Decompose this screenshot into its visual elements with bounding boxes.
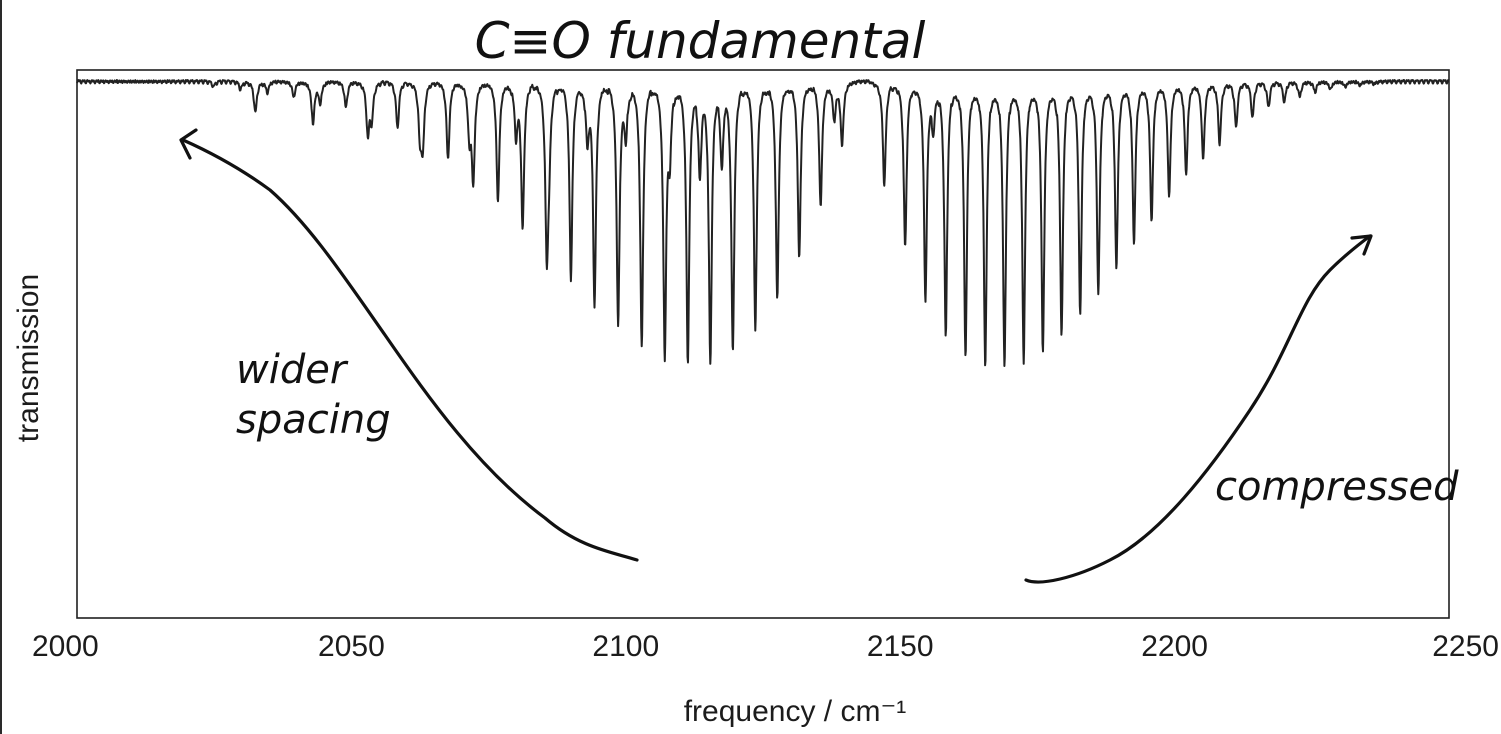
- x-tick-2150: 2150: [867, 630, 934, 663]
- x-tick-labels: 2000 2050 2100 2150 2200 2250: [32, 630, 1499, 663]
- arrow-compressed-curve: [1024, 234, 1372, 584]
- chart-title: C≡O fundamental: [475, 12, 926, 70]
- x-tick-2100: 2100: [592, 630, 659, 663]
- x-tick-2200: 2200: [1141, 630, 1208, 663]
- absorption-lines: [214, 83, 1375, 366]
- arrow-wider-head: [179, 128, 198, 160]
- arrow-compressed-head: [1350, 234, 1373, 256]
- annotation-wider-line1: wider: [236, 347, 349, 393]
- transmission-trace: [76, 79, 1450, 367]
- x-tick-2250: 2250: [1432, 630, 1499, 663]
- annotation-compressed: compressed: [1215, 464, 1459, 510]
- x-tick-2050: 2050: [318, 630, 385, 663]
- plot-area: [76, 69, 1450, 619]
- annotation-wider-line2: spacing: [236, 397, 391, 443]
- arrow-wider-curve: [181, 138, 639, 562]
- annotation-wider: wider spacing: [236, 347, 391, 443]
- x-axis-label: frequency / cm⁻¹: [684, 695, 907, 728]
- x-tick-2000: 2000: [32, 630, 99, 663]
- y-axis-label: transmission: [12, 274, 45, 442]
